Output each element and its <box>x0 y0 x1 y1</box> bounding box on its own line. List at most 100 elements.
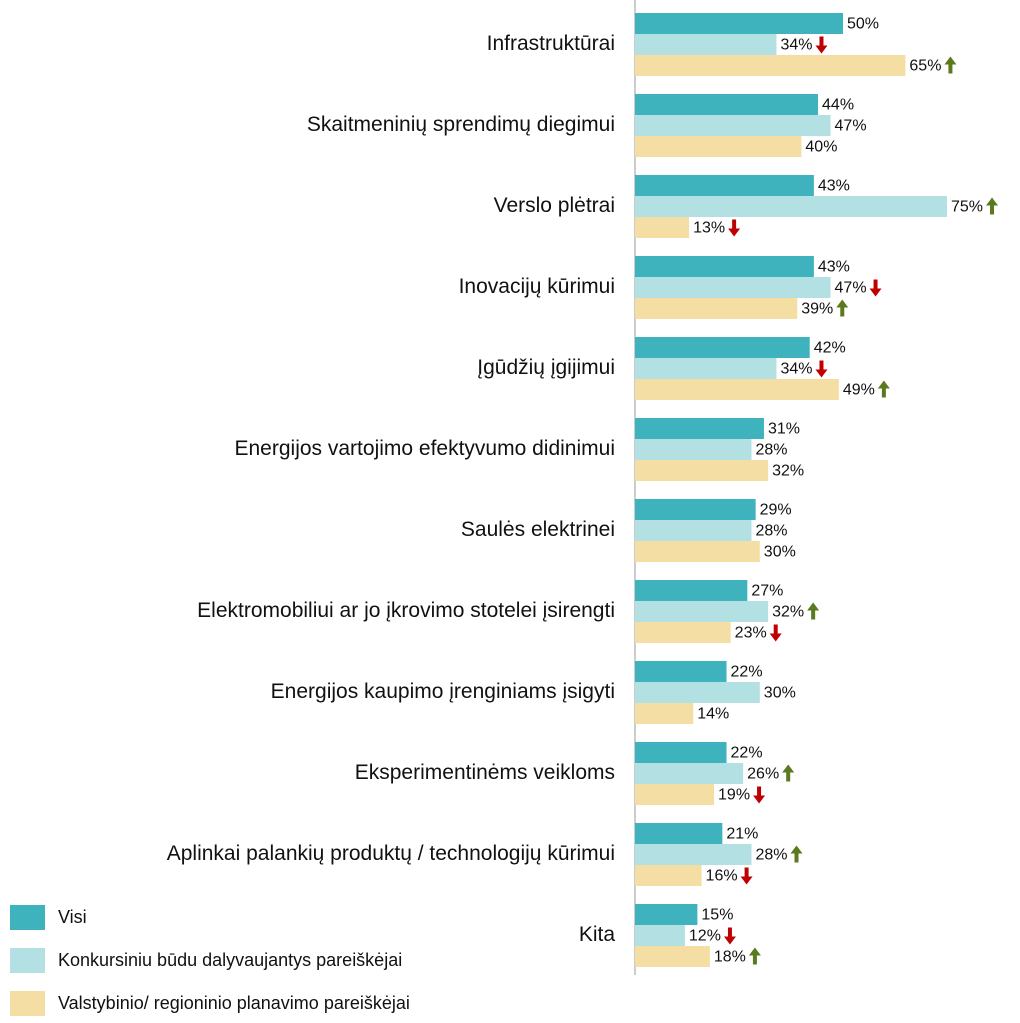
bar <box>635 703 694 724</box>
category-label: Eksperimentinėms veikloms <box>355 761 615 784</box>
value-label: 75% <box>951 199 983 216</box>
value-label: 47% <box>835 118 867 135</box>
bar <box>635 277 831 298</box>
trend-arrow <box>748 947 761 965</box>
trend-arrow <box>723 927 736 945</box>
category-label: Saulės elektrinei <box>461 518 615 541</box>
value-label: 19% <box>718 787 750 804</box>
value-label: 39% <box>801 301 833 318</box>
value-label: 30% <box>764 544 796 561</box>
legend-swatch <box>10 905 45 930</box>
bar <box>635 298 798 319</box>
category-label: Infrastruktūrai <box>487 32 615 55</box>
bar <box>635 601 769 622</box>
bar <box>635 520 752 541</box>
value-label: 44% <box>822 97 854 114</box>
category-label: Energijos kaupimo įrenginiams įsigyti <box>271 680 615 703</box>
category-label: Įgūdžių įgijimui <box>477 356 615 379</box>
bar <box>635 925 685 946</box>
bar <box>635 946 710 967</box>
value-label: 16% <box>706 868 738 885</box>
bar <box>635 337 810 358</box>
category-label: Skaitmeninių sprendimų diegimui <box>307 113 615 136</box>
value-label: 31% <box>768 421 800 438</box>
category-label: Verslo plėtrai <box>494 194 615 217</box>
category-label: Aplinkai palankių produktų / technologij… <box>167 842 615 865</box>
trend-arrow <box>944 56 957 74</box>
category-label: Inovacijų kūrimui <box>459 275 615 298</box>
value-label: 32% <box>772 604 804 621</box>
value-label: 65% <box>909 58 941 75</box>
bar <box>635 682 760 703</box>
bar <box>635 622 731 643</box>
trend-arrow <box>836 299 849 317</box>
value-label: 47% <box>835 280 867 297</box>
value-label: 34% <box>780 361 812 378</box>
value-label: 18% <box>714 949 746 966</box>
value-label: 27% <box>751 583 783 600</box>
value-label: 13% <box>693 220 725 237</box>
category-label: Kita <box>579 923 616 946</box>
value-label: 50% <box>847 16 879 33</box>
bar <box>635 94 819 115</box>
legend-label: Valstybinio/ regioninio planavimo pareiš… <box>58 993 410 1013</box>
trend-arrow <box>790 845 803 863</box>
category-label: Energijos vartojimo efektyvumo didinimui <box>235 437 616 460</box>
legend-label: Visi <box>58 907 87 927</box>
trend-arrow <box>740 867 753 885</box>
bar <box>635 580 748 601</box>
value-label: 43% <box>818 178 850 195</box>
value-label: 28% <box>755 442 787 459</box>
value-label: 49% <box>843 382 875 399</box>
trend-arrow <box>728 219 741 237</box>
legend-label: Konkursiniu būdu dalyvaujantys pareiškėj… <box>58 950 402 970</box>
bar <box>635 460 769 481</box>
trend-arrow <box>877 380 890 398</box>
bar <box>635 196 947 217</box>
trend-arrow <box>769 624 782 642</box>
bar <box>635 256 814 277</box>
bar <box>635 34 777 55</box>
bar <box>635 499 756 520</box>
trend-arrow <box>815 360 828 378</box>
trend-arrow <box>815 36 828 54</box>
value-label: 23% <box>735 625 767 642</box>
bar <box>635 136 802 157</box>
bar <box>635 418 764 439</box>
value-label: 28% <box>755 847 787 864</box>
bar <box>635 763 744 784</box>
bar <box>635 217 690 238</box>
bar <box>635 784 715 805</box>
trend-arrow <box>807 602 820 620</box>
trend-arrow <box>753 786 766 804</box>
bar <box>635 661 727 682</box>
trend-arrow <box>782 764 795 782</box>
value-label: 12% <box>689 928 721 945</box>
bar <box>635 175 814 196</box>
bar <box>635 865 702 886</box>
bar <box>635 55 906 76</box>
value-label: 14% <box>697 706 729 723</box>
value-label: 40% <box>805 139 837 156</box>
bar <box>635 439 752 460</box>
bar <box>635 115 831 136</box>
trend-arrow <box>869 279 882 297</box>
value-label: 43% <box>818 259 850 276</box>
bar <box>635 13 843 34</box>
legend-swatch <box>10 991 45 1016</box>
value-label: 22% <box>731 664 763 681</box>
bar <box>635 823 723 844</box>
bar <box>635 358 777 379</box>
value-label: 30% <box>764 685 796 702</box>
category-label: Elektromobiliui ar jo įkrovimo stotelei … <box>197 599 615 622</box>
value-label: 21% <box>726 826 758 843</box>
value-label: 42% <box>814 340 846 357</box>
value-label: 26% <box>747 766 779 783</box>
value-label: 32% <box>772 463 804 480</box>
value-label: 34% <box>780 37 812 54</box>
value-label: 28% <box>755 523 787 540</box>
legend-swatch <box>10 948 45 973</box>
bar <box>635 742 727 763</box>
trend-arrow <box>986 197 999 215</box>
